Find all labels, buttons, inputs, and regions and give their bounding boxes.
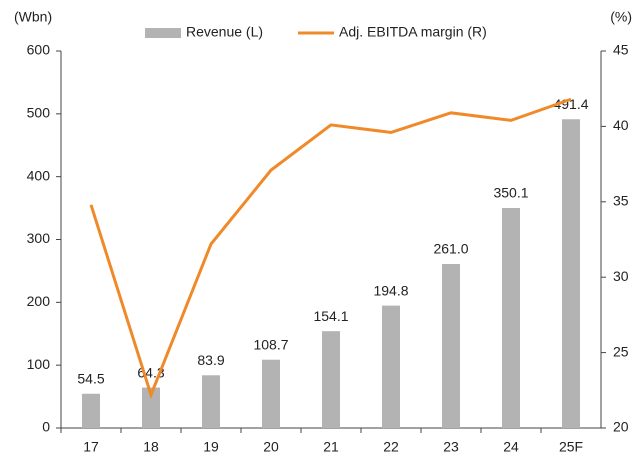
- bar-value-label: 350.1: [493, 185, 528, 201]
- x-tick-label: 18: [143, 439, 159, 455]
- y2-axis-unit: (%): [610, 9, 632, 25]
- bar-value-label: 194.8: [373, 282, 408, 298]
- y2-tick-label: 20: [613, 419, 629, 435]
- bar: [262, 359, 280, 428]
- bar-value-label: 54.5: [77, 370, 104, 386]
- bar: [562, 119, 580, 428]
- line: [89, 97, 572, 400]
- x-tick-label: 20: [263, 439, 279, 455]
- x-tick-label: 25F: [559, 439, 583, 455]
- legend-label: Adj. EBITDA margin (R): [339, 24, 487, 40]
- bar: [82, 393, 100, 428]
- y2-tick-label: 25: [613, 343, 629, 359]
- y-tick-label: 100: [27, 356, 51, 372]
- y-tick-label: 500: [27, 105, 51, 121]
- bar-value-label: 491.4: [553, 96, 588, 112]
- bar-value-label: 108.7: [253, 336, 288, 352]
- x-tick-label: 22: [383, 439, 399, 455]
- y-tick-label: 400: [27, 167, 51, 183]
- x-tick-label: 21: [323, 439, 339, 455]
- bar: [142, 387, 160, 428]
- bar-value-label: 261.0: [433, 241, 468, 257]
- bar: [382, 305, 400, 428]
- y2-tick-label: 30: [613, 268, 629, 284]
- y-tick-label: 300: [27, 230, 51, 246]
- y2-tick-label: 45: [613, 42, 629, 58]
- bar: [442, 264, 460, 428]
- legend-swatch: [145, 28, 181, 38]
- bar: [322, 331, 340, 428]
- legend-label: Revenue (L): [186, 24, 263, 40]
- x-tick-label: 17: [83, 439, 99, 455]
- y2-tick-label: 40: [613, 117, 629, 133]
- x-tick-label: 23: [443, 439, 459, 455]
- y-tick-label: 200: [27, 293, 51, 309]
- y-tick-label: 0: [42, 419, 50, 435]
- bar-value-label: 83.9: [197, 352, 224, 368]
- bar-value-label: 154.1: [313, 308, 348, 324]
- bar: [202, 375, 220, 428]
- y-axis-unit: (Wbn): [14, 9, 52, 25]
- x-tick-label: 24: [503, 439, 519, 455]
- x-tick-label: 19: [203, 439, 219, 455]
- y-tick-label: 600: [27, 42, 51, 58]
- bar: [502, 208, 520, 428]
- y2-tick-label: 35: [613, 193, 629, 209]
